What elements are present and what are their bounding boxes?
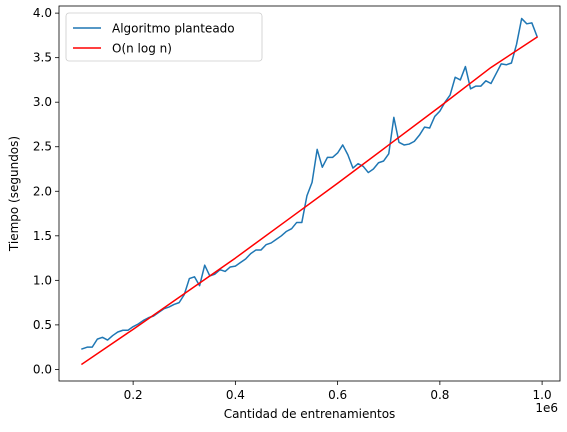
plot-area (59, 6, 560, 381)
y-tick-label: 0.5 (33, 318, 52, 332)
x-tick-label: 0.6 (328, 388, 347, 402)
legend-label-algoritmo: Algoritmo planteado (112, 22, 235, 36)
y-tick-label: 4.0 (33, 6, 52, 20)
x-axis: 0.2 0.4 0.6 0.8 1.0 (124, 381, 552, 402)
y-tick-label: 1.0 (33, 273, 52, 287)
legend-box (65, 12, 263, 62)
x-offset-label: 1e6 (535, 401, 558, 415)
y-tick-label: 1.5 (33, 229, 52, 243)
legend-label-onlogn: O(n log n) (112, 42, 172, 56)
x-axis-label: Cantidad de entrenamientos (224, 407, 396, 421)
series-line-onlogn (80, 36, 539, 366)
plot-frame (58, 5, 561, 382)
x-tick-label: 0.4 (226, 388, 245, 402)
x-tick-label: 0.2 (124, 388, 143, 402)
legend: Algoritmo planteado O(n log n) (65, 12, 263, 62)
y-tick-label: 0.0 (33, 362, 52, 376)
y-axis: 0.0 0.5 1.0 1.5 2.0 2.5 3.0 3.5 4.0 (33, 6, 59, 376)
x-tick-label: 1.0 (533, 388, 552, 402)
y-tick-label: 2.0 (33, 184, 52, 198)
x-tick-label: 0.8 (430, 388, 449, 402)
y-tick-label: 3.0 (33, 95, 52, 109)
y-tick-label: 2.5 (33, 140, 52, 154)
y-tick-label: 3.5 (33, 51, 52, 65)
series-layer (80, 17, 539, 366)
y-axis-label: Tiempo (segundos) (7, 136, 21, 252)
